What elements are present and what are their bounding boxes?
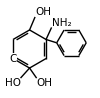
Text: C: C: [9, 54, 17, 64]
Text: OH: OH: [35, 7, 51, 17]
Text: OH: OH: [37, 78, 53, 88]
Text: NH₂: NH₂: [52, 18, 71, 28]
Text: HO: HO: [4, 78, 20, 88]
